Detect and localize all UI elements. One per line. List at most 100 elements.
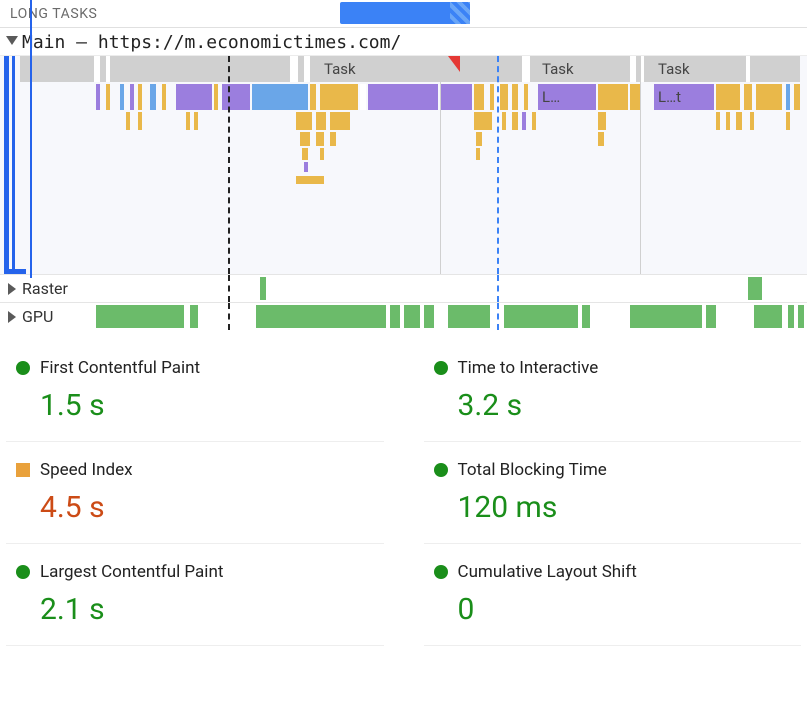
flame-segment[interactable] xyxy=(316,112,326,130)
flame-segment[interactable] xyxy=(512,84,518,110)
flame-segment[interactable] xyxy=(320,84,358,110)
flame-segment[interactable] xyxy=(320,148,324,160)
flame-segment[interactable] xyxy=(630,84,640,110)
selection-edge-left-2 xyxy=(12,56,15,274)
main-thread-header[interactable]: Main — https://m.economictimes.com/ xyxy=(0,28,807,56)
flame-segment[interactable] xyxy=(194,112,198,130)
metric-value: 1.5 s xyxy=(40,388,380,423)
flame-segment[interactable]: Task xyxy=(320,56,520,82)
track-segment[interactable] xyxy=(788,305,794,328)
flame-segment[interactable] xyxy=(94,56,100,82)
track-segment[interactable] xyxy=(404,305,420,328)
flame-segment[interactable] xyxy=(106,56,110,82)
flame-segment[interactable] xyxy=(330,132,336,146)
flame-segment[interactable] xyxy=(598,112,606,130)
flame-segment[interactable] xyxy=(474,84,484,110)
track-segment[interactable] xyxy=(260,277,266,300)
long-task-bar[interactable] xyxy=(340,2,470,24)
track-segment[interactable] xyxy=(754,305,782,328)
flame-segment[interactable] xyxy=(630,56,636,82)
flame-segment[interactable] xyxy=(500,84,508,110)
flame-segment[interactable] xyxy=(490,84,494,110)
selection-edge-left xyxy=(4,56,9,274)
track-segment[interactable] xyxy=(424,305,434,328)
flame-segment[interactable]: L…t xyxy=(654,84,714,110)
flame-segment[interactable] xyxy=(716,84,740,110)
flame-segment[interactable] xyxy=(304,56,310,82)
flame-segment[interactable] xyxy=(786,84,790,110)
flame-segment[interactable] xyxy=(524,84,528,110)
flame-segment[interactable] xyxy=(310,84,316,110)
flame-segment[interactable] xyxy=(120,84,124,110)
metrics-grid: First Contentful Paint1.5 sTime to Inter… xyxy=(0,330,807,646)
long-task-warning-icon xyxy=(448,56,460,72)
flame-segment[interactable] xyxy=(106,84,110,110)
flame-segment[interactable] xyxy=(512,112,518,130)
expand-right-icon xyxy=(8,311,16,323)
track-segment[interactable] xyxy=(798,305,804,328)
status-dot-icon xyxy=(434,565,448,579)
flame-segment[interactable] xyxy=(726,112,730,130)
flame-segment[interactable] xyxy=(126,112,130,130)
track-segment[interactable] xyxy=(630,305,702,328)
flame-segment[interactable]: Task xyxy=(654,56,744,82)
flame-segment[interactable] xyxy=(756,84,782,110)
flame-segment[interactable] xyxy=(252,84,308,110)
gpu-track[interactable]: GPU xyxy=(0,302,807,330)
track-segment[interactable] xyxy=(190,305,198,328)
flame-segment[interactable] xyxy=(302,148,308,160)
flame-segment[interactable] xyxy=(522,112,526,130)
metric-label: Largest Contentful Paint xyxy=(40,562,223,582)
track-segment[interactable] xyxy=(390,305,400,328)
track-segment[interactable] xyxy=(582,305,590,328)
flame-segment[interactable] xyxy=(186,112,190,130)
track-segment[interactable] xyxy=(748,277,762,300)
flame-segment[interactable] xyxy=(162,84,166,110)
long-tasks-row: LONG TASKS xyxy=(0,0,807,28)
flame-segment[interactable] xyxy=(744,84,752,110)
flame-segment[interactable] xyxy=(476,132,482,146)
flame-segment[interactable] xyxy=(138,84,142,110)
flame-segment[interactable] xyxy=(330,112,350,130)
flame-segment[interactable] xyxy=(296,176,324,184)
flame-segment[interactable] xyxy=(746,56,750,82)
flame-segment[interactable] xyxy=(750,112,754,130)
metric-value: 2.1 s xyxy=(40,592,380,627)
flame-segment[interactable] xyxy=(176,84,212,110)
track-segment[interactable] xyxy=(504,305,578,328)
flame-segment[interactable] xyxy=(476,148,480,160)
track-segment[interactable] xyxy=(448,305,490,328)
flame-segment[interactable] xyxy=(96,84,100,110)
flame-segment[interactable] xyxy=(532,112,536,130)
flame-segment[interactable] xyxy=(296,112,312,130)
flame-segment[interactable] xyxy=(474,112,492,130)
flame-segment[interactable] xyxy=(130,84,134,110)
flame-segment[interactable] xyxy=(786,112,790,130)
flame-segment[interactable] xyxy=(522,56,530,82)
flame-segment[interactable] xyxy=(290,56,298,82)
flame-segment[interactable] xyxy=(300,132,310,146)
track-segment[interactable] xyxy=(256,305,386,328)
flame-segment[interactable] xyxy=(440,84,472,110)
flame-segment[interactable] xyxy=(214,84,218,110)
track-segment[interactable] xyxy=(96,305,184,328)
flame-segment[interactable] xyxy=(304,162,308,172)
flame-segment[interactable] xyxy=(222,84,250,110)
flame-segment[interactable] xyxy=(736,112,742,130)
flame-chart[interactable]: TaskTaskTaskL…L…t xyxy=(0,56,807,274)
flame-segment[interactable] xyxy=(598,132,604,146)
flame-segment[interactable]: Task xyxy=(538,56,628,82)
flame-segment[interactable] xyxy=(598,84,628,110)
track-segment[interactable] xyxy=(706,305,716,328)
flame-segment[interactable] xyxy=(368,84,438,110)
raster-track[interactable]: Raster xyxy=(0,274,807,302)
flame-segment[interactable] xyxy=(360,84,366,110)
flame-segment[interactable] xyxy=(138,112,142,130)
flame-segment[interactable]: L… xyxy=(538,84,596,110)
flame-segment[interactable] xyxy=(794,84,800,110)
flame-segment[interactable] xyxy=(150,84,156,110)
metric-label: Total Blocking Time xyxy=(458,460,607,480)
flame-segment[interactable] xyxy=(316,132,324,146)
flame-segment[interactable] xyxy=(502,112,506,130)
flame-segment[interactable] xyxy=(716,112,720,130)
